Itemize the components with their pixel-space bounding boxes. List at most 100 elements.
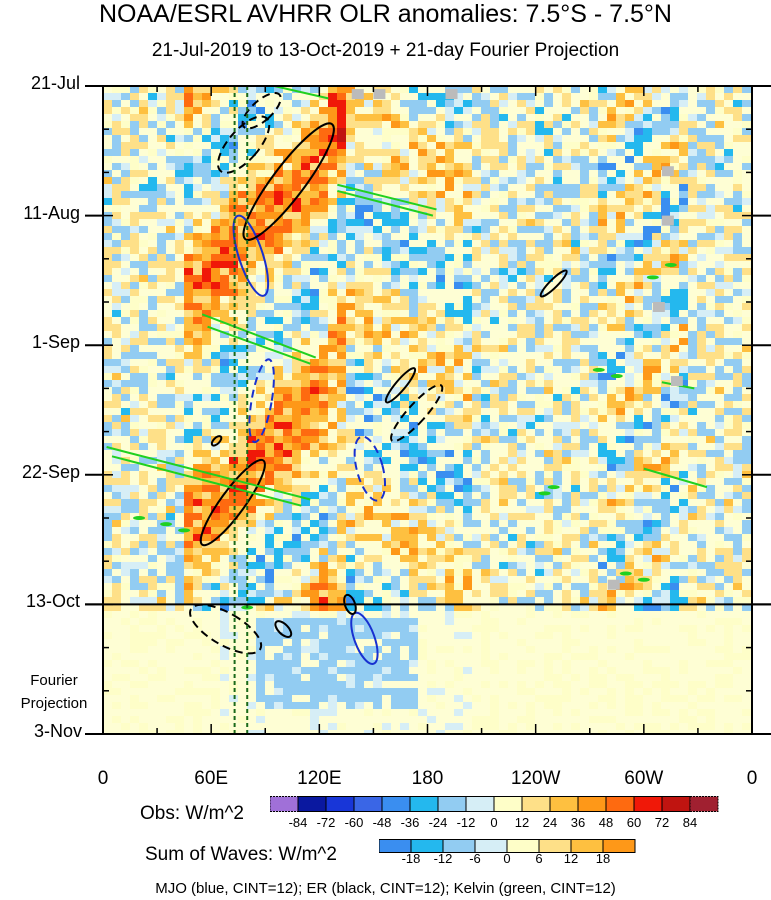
field-cell bbox=[220, 86, 229, 93]
field-cell bbox=[130, 240, 139, 247]
field-cell bbox=[175, 261, 184, 268]
field-cell bbox=[310, 688, 319, 695]
field-cell bbox=[400, 331, 409, 338]
field-cell bbox=[103, 520, 112, 527]
field-cell bbox=[157, 121, 166, 128]
field-cell bbox=[301, 702, 310, 709]
field-cell bbox=[346, 597, 355, 604]
field-cell bbox=[130, 261, 139, 268]
field-cell bbox=[625, 233, 634, 240]
field-cell bbox=[679, 443, 688, 450]
field-cell bbox=[706, 359, 715, 366]
field-cell bbox=[292, 429, 301, 436]
field-cell bbox=[508, 366, 517, 373]
field-cell bbox=[328, 338, 337, 345]
field-cell bbox=[382, 310, 391, 317]
field-cell bbox=[742, 548, 751, 555]
field-cell bbox=[625, 317, 634, 324]
field-cell bbox=[544, 198, 553, 205]
field-cell bbox=[589, 597, 598, 604]
field-cell bbox=[220, 380, 229, 387]
field-cell bbox=[193, 352, 202, 359]
field-cell bbox=[463, 107, 472, 114]
field-cell bbox=[103, 352, 112, 359]
field-cell bbox=[310, 681, 319, 688]
field-cell bbox=[391, 156, 400, 163]
field-cell bbox=[481, 415, 490, 422]
field-cell bbox=[130, 583, 139, 590]
field-cell bbox=[688, 555, 697, 562]
field-cell bbox=[634, 107, 643, 114]
field-cell bbox=[103, 429, 112, 436]
field-cell bbox=[220, 548, 229, 555]
field-cell bbox=[427, 324, 436, 331]
field-cell bbox=[724, 590, 733, 597]
field-cell bbox=[193, 716, 202, 723]
field-cell bbox=[490, 625, 499, 632]
field-cell bbox=[337, 128, 346, 135]
field-cell bbox=[733, 471, 742, 478]
field-cell bbox=[706, 282, 715, 289]
field-cell bbox=[661, 156, 670, 163]
field-cell bbox=[589, 345, 598, 352]
field-cell bbox=[733, 457, 742, 464]
field-cell bbox=[355, 513, 364, 520]
field-cell bbox=[670, 695, 679, 702]
field-cell bbox=[409, 380, 418, 387]
field-cell bbox=[400, 569, 409, 576]
field-cell bbox=[121, 471, 130, 478]
field-cell bbox=[490, 394, 499, 401]
field-cell bbox=[130, 317, 139, 324]
field-cell bbox=[715, 646, 724, 653]
field-cell bbox=[400, 527, 409, 534]
field-cell bbox=[607, 492, 616, 499]
field-cell bbox=[661, 233, 670, 240]
field-cell bbox=[355, 114, 364, 121]
field-cell bbox=[184, 576, 193, 583]
field-cell bbox=[643, 394, 652, 401]
field-cell bbox=[274, 128, 283, 135]
field-cell bbox=[526, 198, 535, 205]
field-cell bbox=[346, 198, 355, 205]
field-cell bbox=[625, 359, 634, 366]
field-cell bbox=[517, 716, 526, 723]
field-cell bbox=[499, 86, 508, 93]
field-cell bbox=[553, 156, 562, 163]
field-cell bbox=[607, 240, 616, 247]
field-cell bbox=[463, 520, 472, 527]
field-cell bbox=[328, 541, 337, 548]
field-cell bbox=[598, 492, 607, 499]
field-cell bbox=[562, 422, 571, 429]
field-cell bbox=[418, 219, 427, 226]
field-cell bbox=[400, 289, 409, 296]
field-cell bbox=[625, 380, 634, 387]
field-cell bbox=[526, 723, 535, 730]
field-cell bbox=[364, 317, 373, 324]
field-cell bbox=[112, 366, 121, 373]
field-cell bbox=[697, 478, 706, 485]
field-cell bbox=[490, 422, 499, 429]
field-cell bbox=[256, 303, 265, 310]
field-cell bbox=[706, 100, 715, 107]
field-cell bbox=[715, 450, 724, 457]
field-cell bbox=[355, 408, 364, 415]
field-cell bbox=[409, 233, 418, 240]
field-cell bbox=[733, 226, 742, 233]
field-cell bbox=[373, 492, 382, 499]
field-cell bbox=[670, 590, 679, 597]
field-cell bbox=[454, 534, 463, 541]
field-cell bbox=[373, 233, 382, 240]
field-cell bbox=[616, 576, 625, 583]
field-cell bbox=[157, 198, 166, 205]
field-cell bbox=[274, 695, 283, 702]
field-cell bbox=[292, 282, 301, 289]
field-cell bbox=[256, 205, 265, 212]
field-cell bbox=[652, 534, 661, 541]
field-cell bbox=[310, 625, 319, 632]
field-cell bbox=[472, 121, 481, 128]
field-cell bbox=[409, 688, 418, 695]
field-cell bbox=[463, 331, 472, 338]
field-cell bbox=[139, 261, 148, 268]
field-cell bbox=[661, 485, 670, 492]
missing-data bbox=[445, 89, 458, 100]
